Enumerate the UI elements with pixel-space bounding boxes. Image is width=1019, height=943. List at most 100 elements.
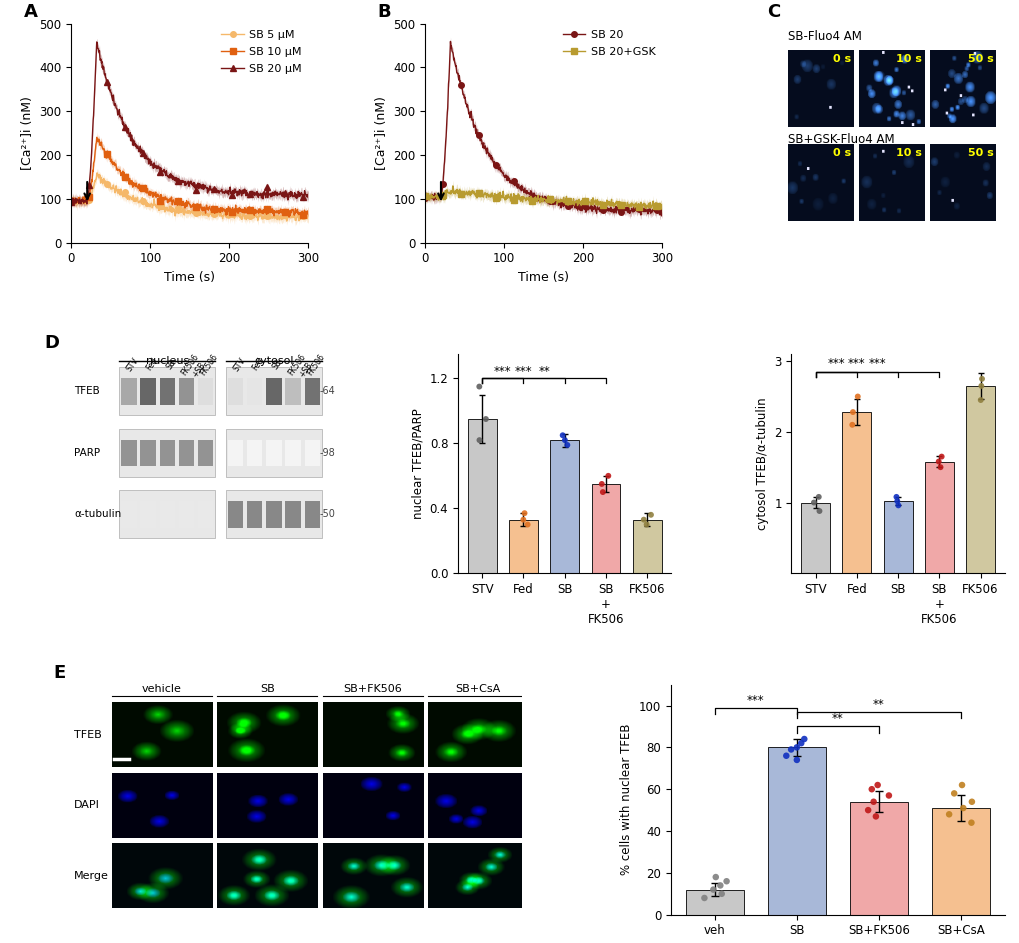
Bar <box>931 808 988 915</box>
Bar <box>266 501 281 527</box>
Bar <box>549 440 579 573</box>
Text: -50: -50 <box>319 509 335 519</box>
Bar <box>305 378 320 405</box>
Bar <box>285 501 301 527</box>
SB 5 μM <box>91 167 103 178</box>
Point <box>972 392 988 407</box>
Point <box>554 428 571 443</box>
SB 5 μM <box>173 203 185 214</box>
Text: SB+FK506: SB+FK506 <box>343 684 401 694</box>
Point <box>844 405 860 420</box>
Text: FK506
+SB: FK506 +SB <box>179 352 209 383</box>
Bar <box>468 419 496 573</box>
SB 20+GSK <box>461 190 473 201</box>
SB 20+GSK <box>577 198 589 209</box>
Point <box>777 748 794 763</box>
Line: SB 20: SB 20 <box>422 39 664 219</box>
Point <box>704 882 720 897</box>
Text: C: C <box>767 3 781 21</box>
Bar <box>141 439 156 466</box>
Point <box>810 504 826 519</box>
Line: SB 20 μM: SB 20 μM <box>68 40 311 207</box>
Point <box>796 732 812 747</box>
Y-axis label: % cells with nuclear TFEB: % cells with nuclear TFEB <box>620 724 633 875</box>
Bar <box>227 378 244 405</box>
Y-axis label: [Ca²⁺]i (nM): [Ca²⁺]i (nM) <box>374 96 387 170</box>
Bar <box>119 367 215 416</box>
Bar <box>227 501 244 527</box>
Bar <box>178 501 194 527</box>
Line: SB 20+GSK: SB 20+GSK <box>422 183 664 212</box>
Bar <box>965 386 994 573</box>
Bar <box>632 520 661 573</box>
Text: **: ** <box>538 365 549 377</box>
Text: SB-Fluo4 AM: SB-Fluo4 AM <box>787 30 861 43</box>
Text: 50 s: 50 s <box>967 148 993 158</box>
Bar <box>924 461 953 573</box>
Point <box>953 777 969 792</box>
Point <box>973 372 989 387</box>
Point <box>519 517 535 532</box>
Text: E: E <box>53 664 65 682</box>
Text: 50 s: 50 s <box>967 55 993 64</box>
SB 20 μM <box>302 190 314 201</box>
X-axis label: Time (s): Time (s) <box>518 271 569 284</box>
Text: vehicle: vehicle <box>142 684 181 694</box>
Text: D: D <box>45 334 60 352</box>
Bar <box>119 490 215 538</box>
SB 20+GSK <box>526 192 538 204</box>
SB 20 <box>655 210 667 222</box>
Bar <box>305 439 320 466</box>
Point <box>805 495 821 510</box>
Point <box>642 507 658 522</box>
Point <box>711 878 728 893</box>
Text: **: ** <box>872 698 883 711</box>
Point <box>931 459 948 474</box>
SB 10 μM <box>173 198 185 209</box>
Bar <box>227 439 244 466</box>
Bar <box>198 501 213 527</box>
Text: SB+CsA: SB+CsA <box>455 684 500 694</box>
Point <box>945 786 961 801</box>
Bar <box>226 429 322 477</box>
Point <box>849 389 865 404</box>
Text: 10 s: 10 s <box>896 148 921 158</box>
Point <box>593 476 609 491</box>
Point <box>888 489 904 505</box>
Point <box>717 874 734 889</box>
Bar <box>247 378 262 405</box>
Text: ***: *** <box>847 357 865 371</box>
Point <box>863 782 879 797</box>
SB 20+GSK <box>419 190 431 202</box>
SB 20 μM <box>81 198 93 209</box>
SB 10 μM <box>244 206 256 217</box>
SB 20 μM <box>206 185 218 196</box>
Bar <box>686 889 743 915</box>
Bar <box>247 439 262 466</box>
Text: PARP: PARP <box>74 448 100 457</box>
Bar <box>767 748 824 915</box>
SB 10 μM <box>126 181 139 192</box>
Text: STV: STV <box>231 356 247 372</box>
Bar <box>882 501 912 573</box>
Point <box>515 512 531 527</box>
Point <box>783 742 799 757</box>
Point <box>868 777 884 792</box>
SB 20 <box>419 192 431 204</box>
Point <box>932 449 949 464</box>
Bar <box>160 501 175 527</box>
Text: ***: *** <box>826 357 844 371</box>
Y-axis label: nuclear TFEB/PARP: nuclear TFEB/PARP <box>411 408 424 519</box>
Text: SB: SB <box>260 684 274 694</box>
Bar <box>141 378 156 405</box>
Y-axis label: cytosol TFEB/α-tubulin: cytosol TFEB/α-tubulin <box>755 397 768 530</box>
SB 20 μM <box>91 36 103 47</box>
Point <box>635 512 651 527</box>
SB 20 <box>480 148 492 159</box>
Point <box>954 801 970 816</box>
Text: 0 s: 0 s <box>833 148 850 158</box>
Text: -64: -64 <box>319 387 335 396</box>
Text: ***: *** <box>746 694 764 706</box>
Text: A: A <box>24 3 38 21</box>
SB 20+GSK <box>446 180 459 191</box>
